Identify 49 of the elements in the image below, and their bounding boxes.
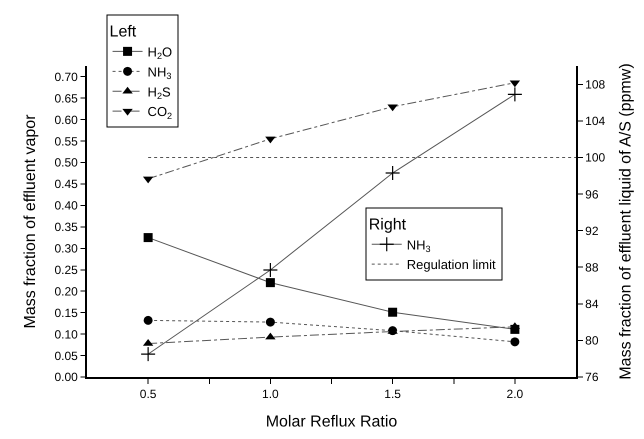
y-tick-label: 0.60 <box>54 112 78 127</box>
point <box>266 318 275 327</box>
y2-tick-label: 80 <box>585 334 599 348</box>
point <box>507 86 522 102</box>
y2-tick-label: 108 <box>585 77 606 92</box>
y2-tick-label: 92 <box>585 224 599 238</box>
x-tick-label: 1.5 <box>384 387 402 402</box>
y-tick-label: 0.70 <box>54 70 78 84</box>
point <box>388 308 398 317</box>
point <box>144 233 153 242</box>
text: Left <box>110 23 136 40</box>
y2-tick-label: 88 <box>585 260 599 274</box>
point <box>140 346 156 362</box>
y-tick-label: 0.10 <box>54 327 78 342</box>
y-tick-label: 0.50 <box>54 156 78 170</box>
legend-label: CO$_{2}$ <box>148 104 172 121</box>
y2-tick-label: 84 <box>585 297 599 312</box>
y-tick-label: 0.20 <box>54 284 78 298</box>
legend-label: NH$_{3}$ <box>148 64 172 82</box>
x-tick-label: 0.5 <box>140 387 157 402</box>
y-tick-label: 0.15 <box>54 306 78 320</box>
x-tick-label: 2.0 <box>506 387 524 402</box>
y-axis-title: Mass fraction of effluent vapor <box>22 114 39 329</box>
point <box>144 316 153 325</box>
point <box>510 337 520 346</box>
point <box>262 262 278 278</box>
y-tick-label: 0.00 <box>54 370 78 384</box>
y-tick-label: 0.25 <box>54 262 78 277</box>
x-tick-label: 1.0 <box>262 387 280 402</box>
y2-tick-label: 96 <box>585 187 599 202</box>
y-tick-label: 0.05 <box>54 348 78 363</box>
y-tick-label: 0.35 <box>54 220 78 234</box>
x-axis-title: Molar Reflux Ratio <box>266 413 398 430</box>
y2-tick-label: 100 <box>585 150 606 165</box>
point <box>385 165 400 181</box>
point <box>266 278 275 288</box>
text: Right <box>368 216 406 234</box>
y-tick-label: 0.65 <box>54 91 78 106</box>
legend-label: H$_{2}$O <box>148 44 172 62</box>
y-tick-label: 0.40 <box>54 198 78 213</box>
legend-label: Regulation limit <box>406 257 496 272</box>
y2-tick-label: 76 <box>585 370 599 384</box>
y-tick-label: 0.30 <box>54 242 78 256</box>
y2-tick-label: 104 <box>585 114 606 128</box>
y-tick-label: 0.45 <box>54 177 78 192</box>
y-tick-label: 0.55 <box>54 134 78 148</box>
legend-label: NH$_{3}$ <box>406 237 431 254</box>
y2-axis-title: Mass fraction of effluent liquid of A/S (ppmw) <box>618 63 635 380</box>
legend-label: H$_{2}$S <box>148 84 172 102</box>
